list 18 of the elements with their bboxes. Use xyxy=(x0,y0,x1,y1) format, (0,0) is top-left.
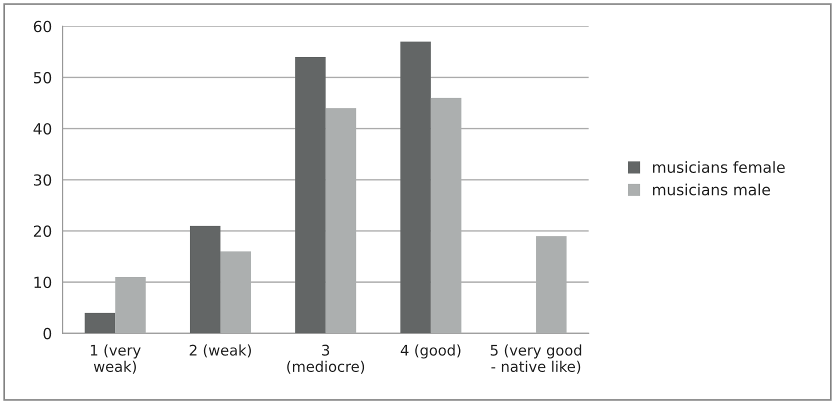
bar xyxy=(295,56,326,334)
x-tick-label: 2 (weak) xyxy=(190,344,251,358)
y-tick-label: 30 xyxy=(34,174,52,186)
legend-label: musicians female xyxy=(653,161,785,173)
x-tick-label: 1 (very weak) xyxy=(90,344,141,374)
y-tick-label: 10 xyxy=(34,276,52,288)
y-tick-label: 40 xyxy=(34,123,52,135)
y-tick-label: 60 xyxy=(34,20,52,32)
y-tick-label: 50 xyxy=(34,72,52,84)
y-tick-label: 20 xyxy=(34,225,52,237)
x-tick-label: 4 (good) xyxy=(400,344,460,359)
bar xyxy=(400,42,431,334)
x-tick-label: 3 (mediocre) xyxy=(287,344,364,374)
y-tick-label: 0 xyxy=(43,328,52,340)
x-tick-label: 5 (very good - native like) xyxy=(490,344,582,374)
bar xyxy=(190,226,220,334)
legend-label: musicians male xyxy=(653,184,770,196)
bar xyxy=(84,312,116,334)
